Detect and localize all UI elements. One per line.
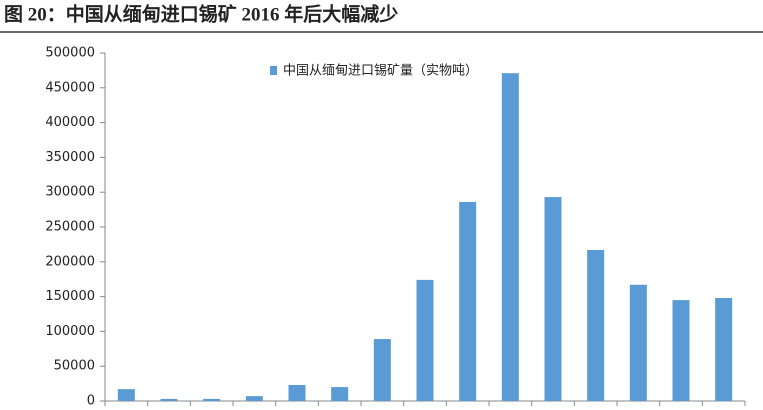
bar xyxy=(715,297,733,401)
bar xyxy=(160,398,178,401)
y-tick-label: 300000 xyxy=(45,185,95,200)
y-tick-label: 350000 xyxy=(45,150,95,165)
bar xyxy=(203,398,221,401)
bar xyxy=(629,284,647,401)
y-tick-label: 400000 xyxy=(45,115,95,130)
y-tick-label: 0 xyxy=(87,394,95,409)
bar xyxy=(544,197,562,401)
bar xyxy=(416,279,434,401)
y-tick-label: 250000 xyxy=(45,220,95,235)
y-tick-label: 100000 xyxy=(45,324,95,339)
bar xyxy=(288,384,306,401)
bar xyxy=(245,396,263,401)
bar xyxy=(587,249,605,401)
y-tick-label: 500000 xyxy=(45,46,95,61)
bar xyxy=(672,300,690,401)
y-tick-label: 200000 xyxy=(45,254,95,269)
chart-title: 图 20：中国从缅甸进口锡矿 2016 年后大幅减少 xyxy=(4,2,398,25)
legend-label: 中国从缅甸进口锡矿量（实物吨） xyxy=(283,64,478,79)
bar xyxy=(501,73,519,402)
y-tick-label: 450000 xyxy=(45,80,95,95)
bar xyxy=(459,201,477,401)
y-tick-label: 50000 xyxy=(54,359,95,374)
bar xyxy=(117,389,135,401)
bar xyxy=(331,387,349,401)
legend-swatch xyxy=(270,66,277,75)
bar xyxy=(373,339,391,401)
y-tick-label: 150000 xyxy=(45,289,95,304)
